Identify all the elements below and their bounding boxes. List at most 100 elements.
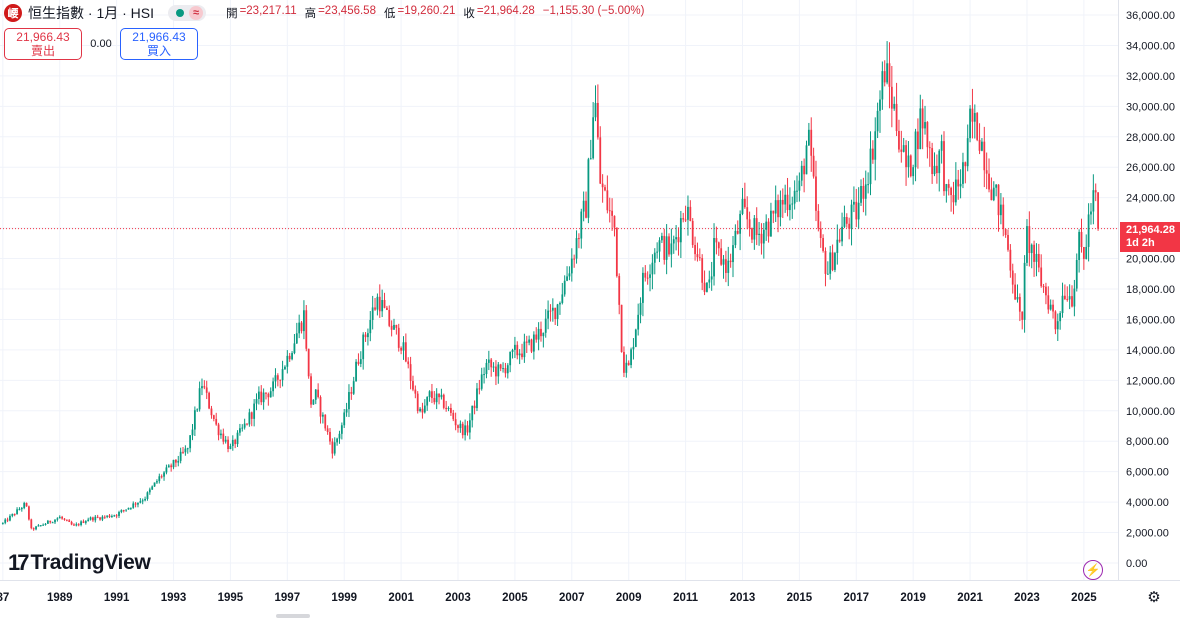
candle-body — [862, 185, 865, 199]
candle-body — [521, 353, 523, 358]
candle-body — [20, 508, 23, 510]
y-tick-label: 18,000.00 — [1126, 284, 1175, 296]
market-status-icon — [176, 9, 185, 17]
candle-body — [969, 108, 971, 139]
candle-body — [732, 245, 734, 263]
candle-body — [390, 325, 393, 330]
candle-body — [165, 467, 168, 473]
logo-icon[interactable]: 崾 — [4, 4, 22, 22]
candle-body — [514, 344, 516, 350]
candle-body — [580, 211, 583, 239]
candle-body — [125, 509, 128, 511]
candle-body — [215, 418, 218, 425]
candle-body — [611, 210, 614, 216]
candle-body — [110, 516, 113, 518]
candle-body — [890, 86, 893, 109]
candle-body — [570, 258, 573, 274]
candle-body — [909, 155, 912, 177]
buy-button[interactable]: 21,966.43 買入 — [120, 28, 198, 60]
candle-body — [815, 176, 817, 211]
candle-body — [883, 71, 886, 83]
candle-body — [727, 260, 730, 273]
candlestick-series — [1, 41, 1099, 531]
candle-body — [819, 228, 822, 239]
candle-body — [16, 509, 18, 515]
candle-body — [772, 210, 775, 214]
candle-body — [1004, 229, 1007, 235]
x-tick-label: 2003 — [445, 592, 471, 604]
candle-body — [831, 252, 834, 270]
candle-body — [898, 130, 900, 150]
candle-body — [855, 201, 858, 220]
y-tick-label: 24,000.00 — [1126, 193, 1175, 205]
candle-body — [274, 375, 277, 382]
candle-body — [414, 389, 417, 394]
candle-body — [677, 237, 680, 243]
candle-body — [307, 348, 310, 377]
candle-body — [106, 515, 109, 517]
high-value: =23,456.58 — [318, 5, 376, 17]
candle-body — [829, 252, 832, 274]
candle-body — [587, 159, 590, 218]
candle-body — [378, 296, 381, 312]
candle-body — [796, 190, 798, 192]
candle-body — [1049, 304, 1052, 310]
candle-body — [675, 237, 678, 240]
candle-body — [449, 407, 452, 413]
candle-body — [793, 190, 796, 204]
candle-body — [1007, 234, 1009, 250]
symbol-header: 崾 恒生指數 · 1月 · HSI ≈ 開 =23,217.11 高 =23,456… — [4, 3, 644, 23]
symbol-title[interactable]: 恒生指數 · 1月 · HSI — [28, 5, 155, 21]
candle-body — [129, 507, 132, 509]
candle-body — [461, 423, 464, 436]
candle-body — [241, 427, 244, 429]
candle-body — [857, 202, 860, 220]
candle-body — [388, 309, 391, 326]
candle-body — [644, 272, 647, 278]
x-tick-label: 2001 — [388, 592, 414, 604]
candle-body — [433, 398, 436, 403]
horizontal-scrollbar[interactable] — [276, 614, 310, 618]
candle-body — [608, 210, 611, 212]
candle-body — [689, 206, 692, 221]
candle-body — [864, 184, 867, 199]
candle-body — [141, 500, 144, 502]
candle-body — [265, 392, 267, 394]
candle-body — [926, 122, 929, 148]
candle-body — [35, 526, 37, 530]
sell-button[interactable]: 21,966.43 賣出 — [4, 28, 82, 60]
wave-icon[interactable]: ≈ — [189, 6, 204, 20]
x-tick-label: 2021 — [957, 592, 983, 604]
settings-icon[interactable]: ⚙ — [1147, 589, 1161, 606]
candle-body — [276, 375, 279, 380]
y-tick-label: 34,000.00 — [1126, 40, 1175, 52]
candle-body — [340, 425, 343, 434]
candle-body — [286, 355, 289, 367]
lightning-icon[interactable]: ⚡ — [1083, 560, 1103, 580]
tradingview-logo[interactable]: 17 TradingView — [8, 550, 151, 576]
candle-body — [227, 439, 229, 450]
candle-body — [978, 139, 981, 151]
candle-body — [613, 215, 616, 228]
candle-body — [656, 251, 659, 253]
close-label: 收 — [463, 8, 475, 20]
candle-body — [305, 310, 308, 349]
candle-body — [957, 179, 960, 187]
candle-body — [343, 412, 346, 426]
candle-body — [18, 509, 21, 511]
candle-body — [84, 521, 87, 523]
market-status-pill[interactable]: ≈ — [168, 5, 207, 21]
candle-body — [755, 218, 758, 236]
candle-body — [336, 438, 339, 443]
candle-body — [547, 310, 549, 319]
candle-body — [300, 322, 303, 332]
candle-body — [1068, 296, 1071, 300]
candle-body — [945, 184, 948, 192]
candle-body — [881, 71, 884, 100]
candle-body — [774, 200, 777, 214]
candle-body — [518, 353, 521, 356]
candle-body — [743, 198, 746, 208]
candle-body — [753, 218, 756, 240]
candle-body — [1087, 214, 1090, 247]
